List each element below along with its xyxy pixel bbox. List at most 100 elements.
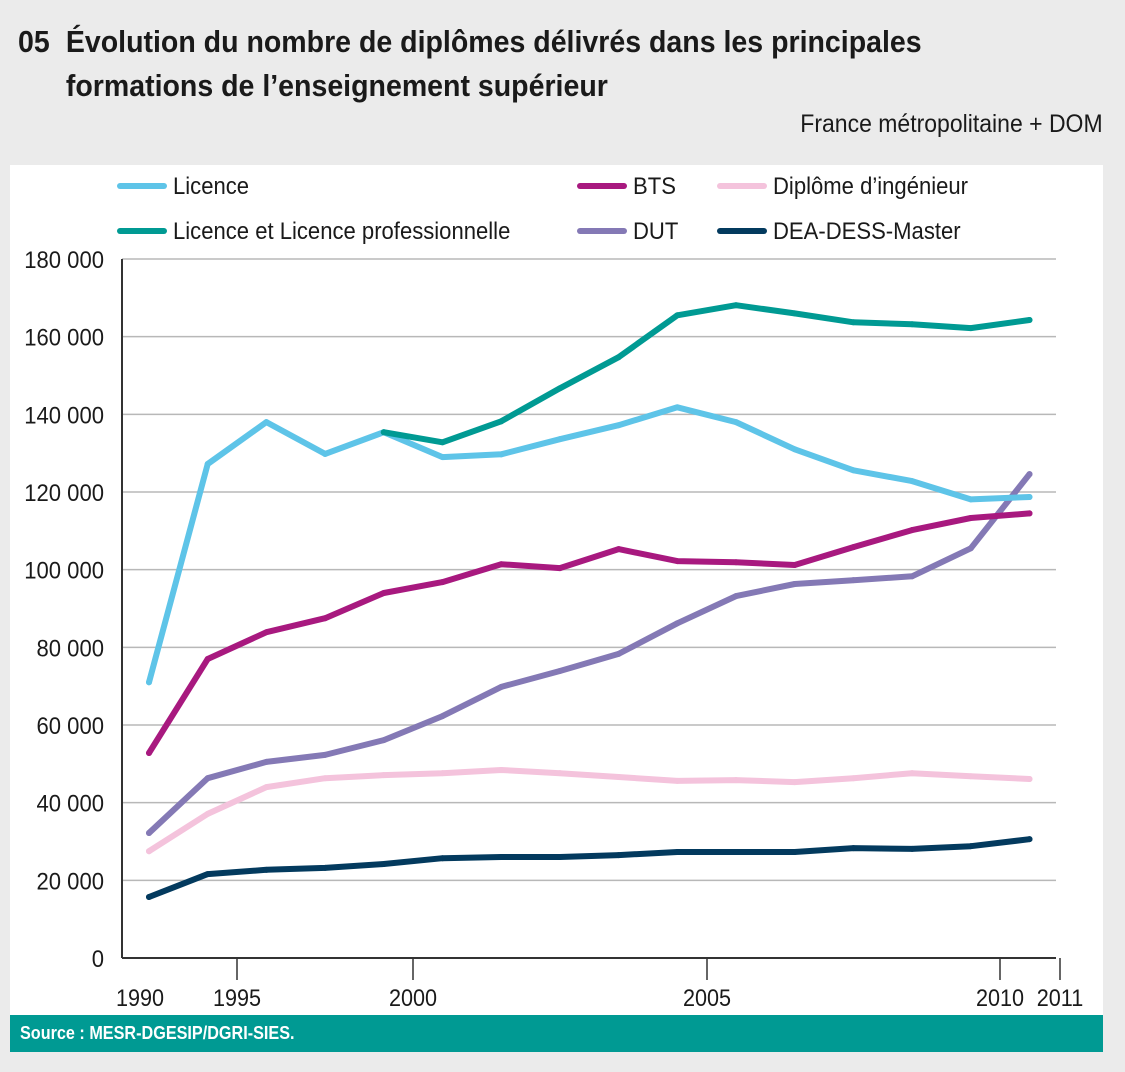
legend-label: DUT (633, 217, 678, 244)
data-point (146, 848, 152, 855)
x-tick-label: 2011 (1037, 984, 1083, 1011)
data-point (674, 558, 681, 565)
data-point (204, 461, 211, 468)
data-point (850, 845, 857, 852)
data-point (498, 418, 505, 425)
data-point (498, 683, 505, 690)
data-point (1026, 316, 1033, 323)
data-point (380, 737, 387, 744)
y-tick-label: 180 000 (24, 246, 104, 273)
data-point (146, 894, 152, 901)
data-point (322, 775, 329, 782)
data-point (204, 655, 211, 662)
data-point (850, 467, 857, 474)
data-point (850, 577, 857, 584)
data-point (498, 561, 505, 568)
data-point (674, 404, 681, 411)
data-point (146, 679, 152, 686)
chart-title: 05 Évolution du nombre de diplômes délivr… (18, 20, 922, 108)
data-point (556, 565, 563, 572)
data-point (439, 855, 446, 862)
x-tick-label: 2000 (389, 984, 437, 1011)
data-point (791, 562, 798, 569)
legend: Licence Licence et Licence professionnell… (117, 172, 968, 244)
y-tick-label: 80 000 (36, 634, 104, 661)
data-point (615, 354, 622, 361)
data-point (733, 302, 739, 309)
data-point (556, 770, 563, 777)
data-point (1026, 836, 1033, 843)
y-axis-ticks: 0 20 000 40 000 60 000 80 000 100 000 120 000 1… (24, 246, 104, 972)
data-point (615, 852, 622, 859)
data-point (380, 429, 387, 436)
data-point (204, 810, 211, 817)
y-tick-label: 140 000 (24, 401, 104, 428)
data-point (733, 848, 739, 855)
data-point (263, 419, 270, 426)
data-point (615, 774, 622, 781)
data-point (967, 545, 974, 552)
data-point (439, 454, 446, 461)
data-point (967, 496, 974, 503)
data-point (556, 854, 563, 861)
data-point (204, 871, 211, 878)
data-point (322, 864, 329, 871)
data-point (909, 770, 916, 777)
gridlines (122, 258, 1056, 882)
data-point (967, 773, 974, 780)
x-tick-label: 1995 (213, 984, 261, 1011)
series-lines (146, 302, 1033, 901)
legend-label: BTS (633, 172, 676, 199)
x-tick-label: 1990 (116, 984, 164, 1011)
data-point (909, 478, 916, 485)
data-point (146, 749, 152, 756)
data-point (556, 385, 563, 392)
data-point (909, 527, 916, 534)
data-point (733, 419, 739, 426)
chart-panel (10, 165, 1103, 1015)
title-line-2: formations de l’enseignement supérieur (65, 68, 608, 103)
data-point (204, 775, 211, 782)
data-point (380, 861, 387, 868)
data-point (850, 319, 857, 326)
legend-label: Licence et Licence professionnelle (173, 217, 510, 244)
data-point (498, 767, 505, 774)
data-point (909, 573, 916, 580)
x-axis: 1990 1995 2000 2005 2010 2011 (116, 259, 1083, 1011)
data-point (498, 854, 505, 861)
data-point (674, 620, 681, 627)
x-tick-label: 2005 (683, 984, 731, 1011)
data-point (322, 751, 329, 758)
data-point (791, 848, 798, 855)
data-point (146, 829, 152, 836)
data-point (733, 777, 739, 784)
chart-subtitle: France métropolitaine + DOM (800, 110, 1103, 138)
data-point (322, 450, 329, 457)
data-point (791, 310, 798, 317)
series-line-licence (146, 404, 1033, 686)
data-point (380, 772, 387, 779)
data-point (674, 312, 681, 319)
data-point (791, 446, 798, 453)
y-tick-label: 0 (92, 945, 104, 972)
data-point (850, 544, 857, 551)
data-point (439, 439, 446, 446)
data-point (674, 848, 681, 855)
data-point (263, 629, 270, 636)
data-point (733, 559, 739, 566)
data-point (850, 775, 857, 782)
source-text: Source : MESR-DGESIP/DGRI-SIES. (20, 1023, 295, 1043)
data-point (439, 713, 446, 720)
x-tick-label: 2010 (976, 984, 1024, 1011)
data-point (322, 615, 329, 622)
data-point (263, 758, 270, 765)
data-point (439, 579, 446, 586)
series-line-dea-dess-master (146, 836, 1033, 900)
data-point (615, 650, 622, 657)
data-point (556, 668, 563, 675)
data-point (498, 451, 505, 458)
data-point (1026, 471, 1033, 478)
data-point (967, 843, 974, 850)
legend-label: Diplôme d’ingénieur (773, 172, 968, 199)
